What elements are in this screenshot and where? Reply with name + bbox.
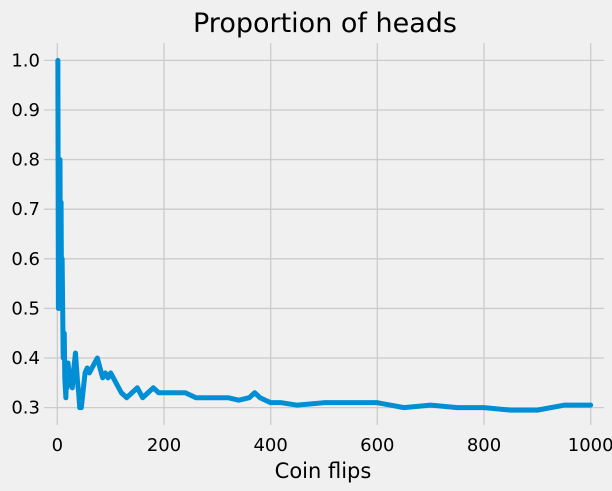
y-tick-label: 0.3 xyxy=(11,398,40,419)
series-line xyxy=(55,57,594,413)
x-tick-label: 800 xyxy=(467,435,501,456)
y-tick-label: 0.4 xyxy=(11,348,40,369)
y-tick-label: 0.5 xyxy=(11,298,40,319)
y-tick-labels: 0.3 0.4 0.5 0.6 0.7 0.8 0.9 1.0 xyxy=(11,50,40,418)
x-axis-label: Coin flips xyxy=(275,459,372,483)
x-tick-label: 200 xyxy=(147,435,181,456)
y-tick-label: 0.8 xyxy=(11,150,40,171)
grid-lines xyxy=(44,43,604,425)
y-tick-label: 0.9 xyxy=(11,100,40,121)
y-tick-label: 0.7 xyxy=(11,199,40,220)
x-tick-label: 600 xyxy=(360,435,394,456)
x-tick-labels: 0 200 400 600 800 1000 xyxy=(52,435,612,456)
y-tick-label: 1.0 xyxy=(11,50,40,71)
y-tick-label: 0.6 xyxy=(11,249,40,270)
x-tick-label: 400 xyxy=(253,435,287,456)
x-tick-label: 1000 xyxy=(568,435,612,456)
chart-title: Proportion of heads xyxy=(193,8,457,39)
x-tick-label: 0 xyxy=(52,435,63,456)
